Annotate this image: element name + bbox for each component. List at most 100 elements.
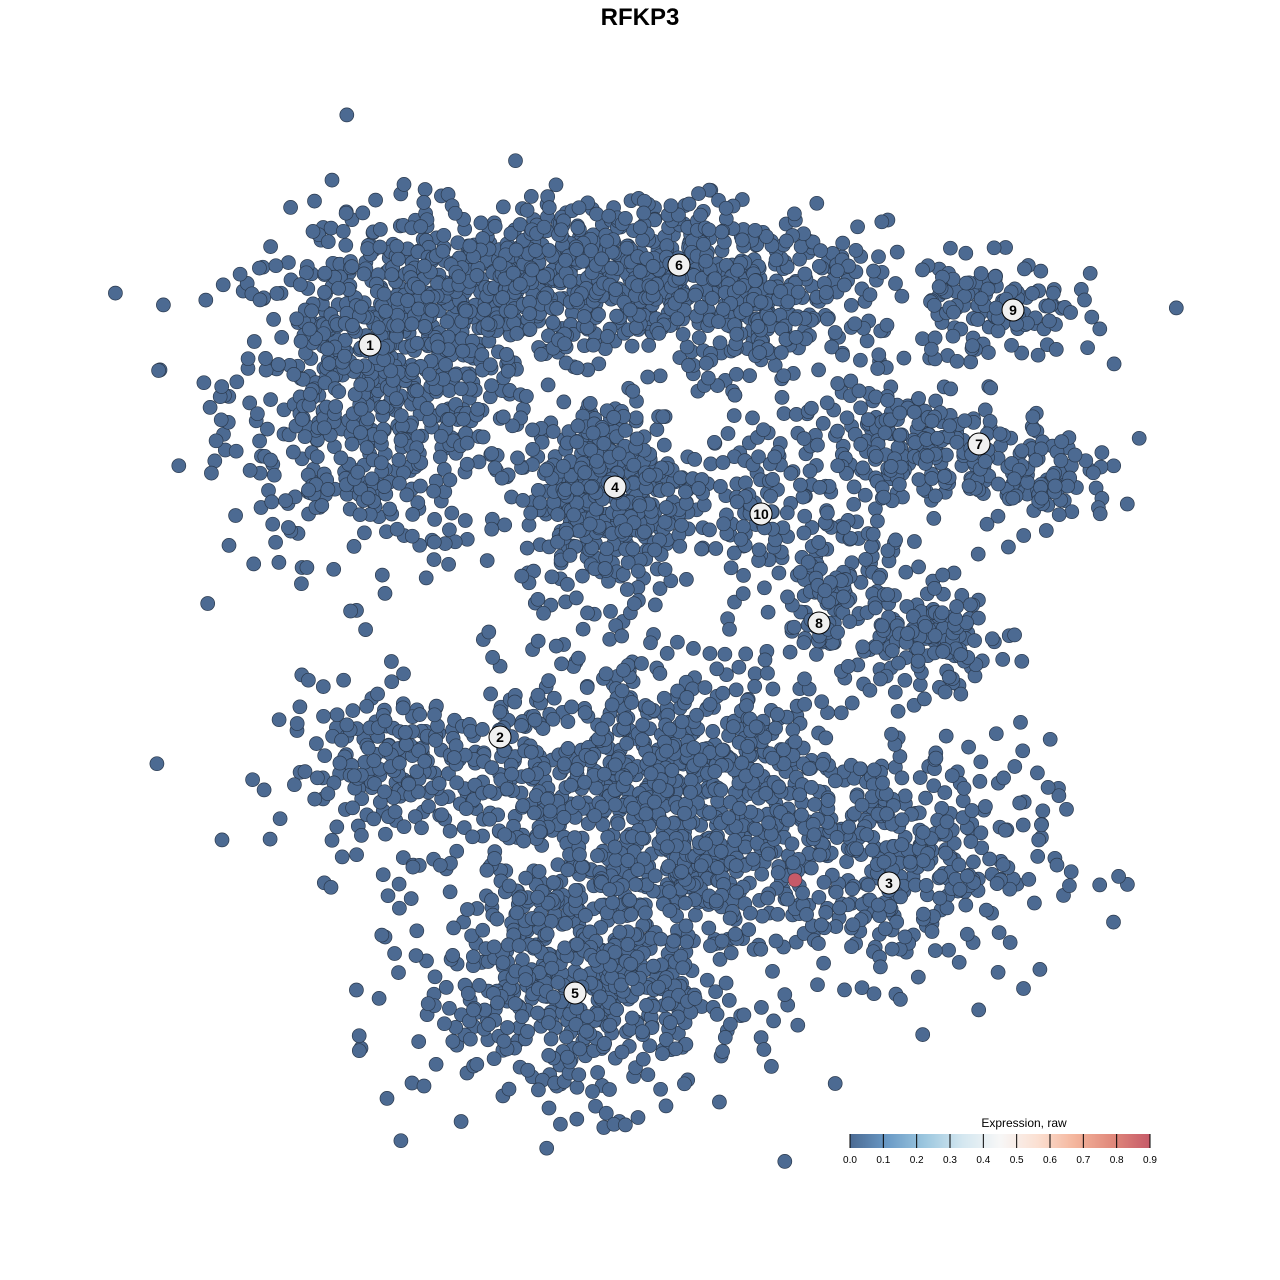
cell-point-cluster-7 bbox=[911, 391, 926, 406]
cell-point-cluster-5 bbox=[894, 837, 910, 853]
cell-point-cluster-4 bbox=[611, 446, 627, 462]
cell-point-cluster-4 bbox=[530, 483, 546, 498]
cell-point-cluster-3 bbox=[1063, 864, 1079, 880]
cell-point-cluster-5 bbox=[487, 851, 502, 866]
cell-point-cluster-3 bbox=[884, 941, 900, 957]
cell-point-cluster-5 bbox=[723, 945, 739, 961]
cell-point-cluster-1 bbox=[271, 357, 286, 372]
cell-point-cluster-3 bbox=[959, 926, 975, 942]
cell-point-cluster-5 bbox=[411, 1034, 427, 1049]
cell-point-cluster-1 bbox=[221, 538, 237, 553]
cell-point-cluster-5 bbox=[614, 628, 630, 644]
cell-point-cluster-2 bbox=[370, 686, 385, 702]
cell-point-cluster-5 bbox=[780, 891, 795, 907]
cell-point-cluster-1 bbox=[409, 335, 425, 351]
cell-point-cluster-6 bbox=[698, 253, 714, 269]
cell-point-cluster-1 bbox=[420, 289, 436, 305]
cell-point-cluster-5 bbox=[727, 926, 743, 942]
cell-point-cluster-5 bbox=[625, 541, 641, 557]
cell-point-cluster-8 bbox=[1014, 653, 1030, 669]
cell-point-cluster-1 bbox=[389, 521, 405, 537]
cell-point-cluster-5 bbox=[687, 991, 703, 1006]
cell-point-cluster-5 bbox=[749, 763, 765, 778]
cell-point-cluster-6 bbox=[745, 410, 760, 426]
cell-point-cluster-9 bbox=[990, 323, 1006, 339]
cell-point-cluster-5 bbox=[481, 1017, 496, 1032]
cell-point-cluster-5 bbox=[432, 857, 448, 873]
cell-point-cluster-3 bbox=[768, 933, 784, 949]
cell-point-cluster-6 bbox=[747, 273, 763, 289]
cell-point-cluster-5 bbox=[465, 829, 480, 845]
cell-point-cluster-5 bbox=[915, 824, 931, 840]
cell-point-cluster-5 bbox=[546, 690, 562, 706]
cell-point-cluster-1 bbox=[364, 471, 380, 487]
cell-point-cluster-1 bbox=[294, 411, 310, 427]
cell-point-cluster-3 bbox=[844, 939, 859, 955]
cell-point-cluster-5 bbox=[677, 1076, 692, 1092]
cell-point-cluster-5 bbox=[818, 730, 834, 746]
cell-point-cluster-4 bbox=[575, 621, 591, 637]
cell-point-cluster-5 bbox=[607, 797, 623, 813]
cell-point-cluster-5 bbox=[725, 719, 741, 735]
cell-point-cluster-8 bbox=[780, 589, 795, 605]
cell-point-cluster-3 bbox=[828, 884, 844, 900]
cell-point-cluster-8 bbox=[873, 671, 888, 687]
cell-point-cluster-5 bbox=[698, 836, 714, 852]
cell-point-cluster-5 bbox=[560, 1049, 575, 1065]
cell-point-cluster-5 bbox=[559, 1029, 574, 1045]
cell-point-cluster-3 bbox=[964, 803, 980, 818]
cell-point-cluster-2 bbox=[392, 755, 407, 771]
cell-point-cluster-5 bbox=[652, 666, 668, 681]
cell-point-cluster-7 bbox=[983, 380, 999, 396]
cell-point-cluster-5 bbox=[514, 718, 529, 733]
cell-point-cluster-4 bbox=[580, 605, 595, 621]
cell-point-cluster-7 bbox=[819, 395, 835, 411]
cell-point-cluster-1 bbox=[475, 429, 491, 445]
cell-point-cluster-1 bbox=[376, 479, 392, 494]
cell-point-cluster-5 bbox=[574, 859, 590, 875]
cell-point-cluster-5 bbox=[734, 755, 750, 771]
cell-point-cluster-5 bbox=[541, 1100, 557, 1116]
cell-point-cluster-5 bbox=[482, 811, 497, 827]
cell-point-cluster-5 bbox=[507, 996, 523, 1011]
cell-point-cluster-9 bbox=[958, 245, 974, 261]
cell-point-cluster-5 bbox=[634, 831, 650, 846]
cell-point-cluster-1 bbox=[372, 239, 388, 255]
cell-point-cluster-5 bbox=[660, 839, 675, 855]
cell-point-cluster-5 bbox=[515, 798, 531, 814]
cell-point-cluster-5 bbox=[571, 795, 586, 811]
cell-point-cluster-7 bbox=[1014, 443, 1030, 459]
cell-point-cluster-4 bbox=[678, 484, 693, 500]
cell-point-cluster-8 bbox=[995, 652, 1011, 667]
cell-point-cluster-7 bbox=[992, 426, 1008, 442]
cell-point-cluster-1 bbox=[427, 512, 442, 527]
cell-point-cluster-3 bbox=[893, 992, 908, 1007]
cell-point-cluster-3 bbox=[1092, 877, 1108, 893]
cell-point-cluster-4 bbox=[657, 562, 673, 577]
cell-point-cluster-3 bbox=[932, 890, 948, 906]
cell-point-cluster-6 bbox=[859, 333, 875, 349]
cell-point-cluster-9 bbox=[963, 354, 979, 370]
cell-point-cluster-5 bbox=[677, 895, 693, 911]
cell-point-cluster-8 bbox=[953, 647, 969, 662]
cell-point-cluster-5 bbox=[707, 764, 723, 779]
cell-point-cluster-4 bbox=[519, 388, 534, 404]
cell-point-cluster-6 bbox=[779, 233, 794, 249]
cell-point-cluster-1 bbox=[396, 177, 412, 192]
cell-point-cluster-1 bbox=[416, 195, 432, 210]
cell-point-cluster-5 bbox=[710, 860, 725, 876]
cell-point-cluster-1 bbox=[271, 555, 287, 570]
cell-point-cluster-3 bbox=[961, 739, 976, 755]
cell-point-cluster-5 bbox=[815, 756, 830, 772]
cell-point-cluster-1 bbox=[357, 525, 372, 541]
cell-point-cluster-5 bbox=[405, 859, 421, 875]
cell-point-cluster-5 bbox=[546, 989, 561, 1005]
cell-point-cluster-5 bbox=[397, 725, 413, 740]
cell-point-cluster-5 bbox=[590, 1065, 605, 1080]
cell-point-cluster-6 bbox=[632, 220, 648, 235]
cell-point-cluster-5 bbox=[634, 732, 650, 747]
cell-point-cluster-2 bbox=[449, 775, 465, 791]
cell-point-cluster-5 bbox=[623, 907, 639, 922]
cell-point-cluster-5 bbox=[568, 882, 583, 898]
cell-point-cluster-5 bbox=[507, 694, 523, 710]
